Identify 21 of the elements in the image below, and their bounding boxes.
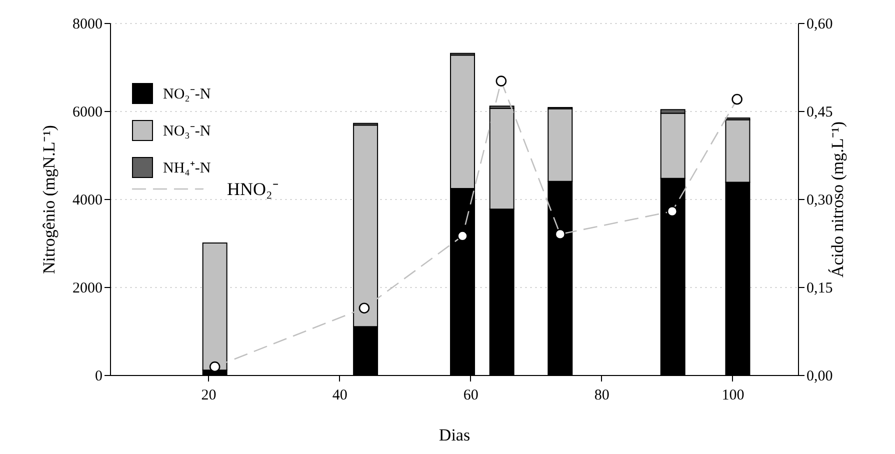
y-tick-label: 8000 bbox=[72, 16, 102, 32]
y2-tick-label: 0,30 bbox=[806, 192, 833, 208]
y-tick-label: 4000 bbox=[72, 192, 102, 208]
y2-tick-label: 0,15 bbox=[806, 280, 833, 296]
y-tick-label: 0 bbox=[95, 368, 102, 384]
x-tick-label: 20 bbox=[201, 388, 216, 404]
x-axis-title: Dias bbox=[438, 426, 470, 444]
y2-tick-label: 0,00 bbox=[806, 368, 833, 384]
legend-label: HNO₂⁻ bbox=[227, 179, 278, 199]
legend-label: NO₂⁻-N bbox=[163, 86, 211, 102]
legend-label: NH₄⁺-N bbox=[163, 160, 211, 176]
x-tick-label: 80 bbox=[594, 388, 610, 404]
y2-tick-label: 0,45 bbox=[806, 104, 833, 120]
y-axis-title: Nitrogênio (mgN.L⁻¹) bbox=[40, 125, 58, 274]
y-tick-label: 2000 bbox=[72, 280, 102, 296]
x-tick-label: 40 bbox=[332, 388, 348, 404]
x-tick-label: 100 bbox=[722, 388, 744, 404]
legend-label: NO₃⁻-N bbox=[163, 124, 211, 140]
y-tick-label: 6000 bbox=[72, 104, 102, 120]
y2-tick-label: 0,60 bbox=[806, 16, 833, 32]
x-tick-label: 60 bbox=[463, 388, 478, 404]
